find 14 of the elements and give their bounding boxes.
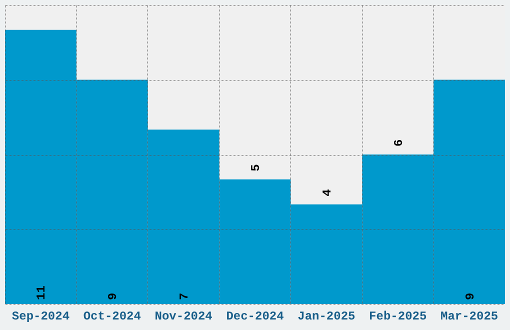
- data-label: 11: [34, 286, 49, 300]
- x-tick-label: Dec-2024: [226, 310, 284, 324]
- data-label: 6: [392, 139, 406, 146]
- x-tick-label: Sep-2024: [12, 310, 70, 324]
- data-label: 5: [249, 164, 263, 172]
- x-tick-label: Mar-2025: [440, 310, 498, 324]
- x-tick-label: Oct-2024: [83, 310, 141, 324]
- data-label: 9: [106, 292, 120, 300]
- data-label: 4: [320, 189, 334, 196]
- x-tick-label: Feb-2025: [369, 310, 427, 324]
- data-label: 7: [178, 292, 192, 300]
- x-tick-label: Jan-2025: [298, 310, 356, 324]
- x-tick-label: Nov-2024: [154, 310, 212, 324]
- data-label: 9: [463, 292, 478, 300]
